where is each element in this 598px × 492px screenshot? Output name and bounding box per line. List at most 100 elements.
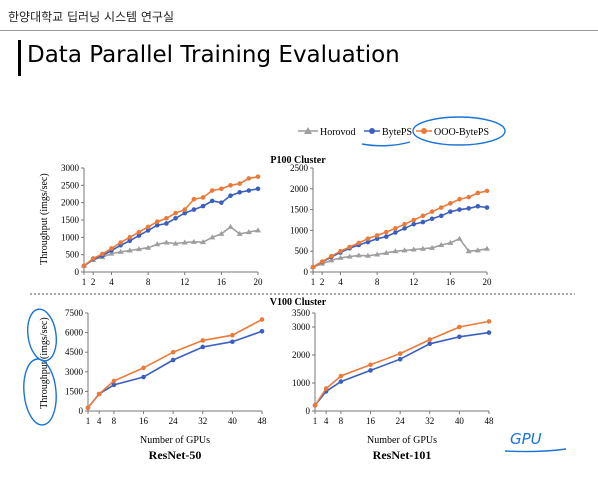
c0-series-byteps-point xyxy=(145,228,151,233)
c1-series-byteps-point xyxy=(383,234,389,239)
pen-annotations xyxy=(23,116,567,453)
c1-series-horovod-point xyxy=(474,247,481,253)
c1-series-byteps-point xyxy=(457,207,462,212)
c3-series-byteps-point xyxy=(457,334,462,340)
legend-byteps: BytePS xyxy=(364,127,412,138)
c0-xtick-label: 8 xyxy=(146,277,151,287)
c0-ytick-label: 2500 xyxy=(61,180,80,190)
c1-ytick-label: 2500 xyxy=(290,163,309,173)
c0-series-horovod-point xyxy=(245,229,252,235)
c0-series-ooo-byteps-point xyxy=(209,188,215,193)
c0-series-ooo-byteps-point xyxy=(200,195,206,200)
c0-series-byteps-point xyxy=(200,203,206,209)
c2-ytick-label: 3000 xyxy=(65,367,84,377)
c0-series-ooo-byteps-point xyxy=(191,196,197,202)
c1-series-byteps-point xyxy=(448,209,453,214)
legend-label-ooo-byteps: OOO-BytePS xyxy=(434,127,489,138)
c0-series-byteps-point xyxy=(255,186,261,192)
c0-series-byteps-point xyxy=(228,193,233,199)
c0-series-ooo-byteps-point xyxy=(154,219,160,225)
c0-series-ooo-byteps-point xyxy=(90,256,96,261)
c0-ytick-label: 3000 xyxy=(61,163,80,173)
c3-xtick-label: 40 xyxy=(455,416,465,426)
c2-series-ooo-byteps-point xyxy=(170,349,176,355)
c3-series-ooo-byteps-point xyxy=(338,373,344,379)
c0-xtick-label: 1 xyxy=(82,277,87,287)
c1-series-ooo-byteps-point xyxy=(374,233,380,238)
c2-xtick-label: 1 xyxy=(86,416,91,426)
c2-series-ooo-byteps-point xyxy=(200,338,206,343)
c0-xtick-label: 20 xyxy=(254,277,264,287)
slide-title: Data Parallel Training Evaluation xyxy=(27,42,400,68)
c1-series-byteps-point xyxy=(429,216,435,222)
c2-series-ooo-byteps-line xyxy=(87,318,263,409)
c1-series-ooo-byteps-point xyxy=(448,201,453,206)
c0-series-horovod-point xyxy=(209,234,216,240)
c3-series-byteps-point xyxy=(368,368,373,373)
c1-series-byteps-point xyxy=(484,205,490,210)
legend: Horovod BytePS OOO-BytePS xyxy=(298,127,489,138)
c0-ytick-label: 0 xyxy=(75,267,80,277)
c0-series-horovod-point xyxy=(181,239,188,245)
c0-xtick-label: 2 xyxy=(91,277,96,287)
c1-series-horovod-point xyxy=(419,245,426,251)
c0-series-horovod-point xyxy=(218,230,225,236)
c0-series-ooo-byteps-point xyxy=(81,263,87,269)
c2-series-ooo-byteps-point xyxy=(230,332,235,338)
c3-series-ooo-byteps-point xyxy=(457,324,462,330)
c1-ytick-label: 2000 xyxy=(290,184,309,194)
c0-series-ooo-byteps-point xyxy=(246,176,252,181)
c1-series-horovod-point xyxy=(383,249,390,255)
c1-series-ooo-byteps-point xyxy=(310,264,316,270)
c1-series-horovod-point xyxy=(401,247,408,253)
c2-series-ooo-byteps-point xyxy=(85,405,91,411)
c0-ytick-label: 1000 xyxy=(61,232,80,242)
c2-xtick-label: 24 xyxy=(169,416,179,426)
c1-series-ooo-byteps-point xyxy=(393,226,398,231)
c0-series-ooo-byteps-point xyxy=(136,229,142,235)
c1-series-ooo-byteps-point xyxy=(356,240,362,246)
c0-series-byteps-point xyxy=(237,189,242,195)
c1-series-byteps-point xyxy=(411,221,417,227)
caption-resnet50: ResNet-50 xyxy=(149,448,202,462)
c1-xtick-label: 12 xyxy=(409,277,418,287)
c3-series-byteps-point xyxy=(486,330,492,335)
c0-series-byteps-point xyxy=(127,238,133,244)
c0-series-horovod-point xyxy=(117,248,124,254)
chart-p100-right: 0 500 1000 1500 2000 2500 1 2 4 8 12 16 20 xyxy=(290,163,492,287)
c3-series-byteps-line xyxy=(314,331,490,406)
c0-series-ooo-byteps-point xyxy=(255,174,261,179)
c1-series-horovod-point xyxy=(429,244,436,250)
c0-series-byteps-point xyxy=(246,188,252,193)
c3-ytick-label: 3000 xyxy=(292,322,311,332)
c1-xtick-label: 2 xyxy=(320,277,325,287)
ylabel-p100: Throughput (imgs/sec) xyxy=(39,173,50,264)
c2-ytick-label: 6000 xyxy=(65,328,84,338)
c1-series-ooo-byteps-point xyxy=(466,194,471,200)
c1-xtick-label: 4 xyxy=(338,277,343,287)
caption-resnet101: ResNet-101 xyxy=(373,448,432,462)
c3-series-byteps-point xyxy=(338,379,344,384)
c1-ytick-label: 1500 xyxy=(290,205,309,215)
c0-series-ooo-byteps-point xyxy=(182,207,188,212)
c1-ytick-label: 500 xyxy=(295,246,309,256)
c1-series-ooo-byteps-point xyxy=(429,209,435,214)
c1-series-byteps-point xyxy=(393,230,398,235)
c3-series-ooo-byteps-point xyxy=(397,351,403,356)
c2-xtick-label: 8 xyxy=(112,416,117,426)
c1-series-ooo-byteps-point xyxy=(475,190,481,196)
c2-ytick-label: 7500 xyxy=(65,308,84,318)
c3-ytick-label: 3500 xyxy=(292,308,311,318)
c3-series-ooo-byteps-point xyxy=(368,362,373,368)
c2-series-byteps-point xyxy=(259,328,265,334)
c1-series-ooo-byteps-point xyxy=(319,259,325,264)
c0-series-byteps-point xyxy=(191,207,197,212)
c1-xtick-label: 8 xyxy=(375,277,380,287)
c1-series-ooo-byteps-point xyxy=(338,248,343,254)
c0-series-byteps-point xyxy=(209,198,215,204)
c0-series-horovod-point xyxy=(227,223,234,229)
c0-series-ooo-byteps-point xyxy=(100,251,105,257)
c1-series-ooo-byteps-line xyxy=(312,190,488,268)
